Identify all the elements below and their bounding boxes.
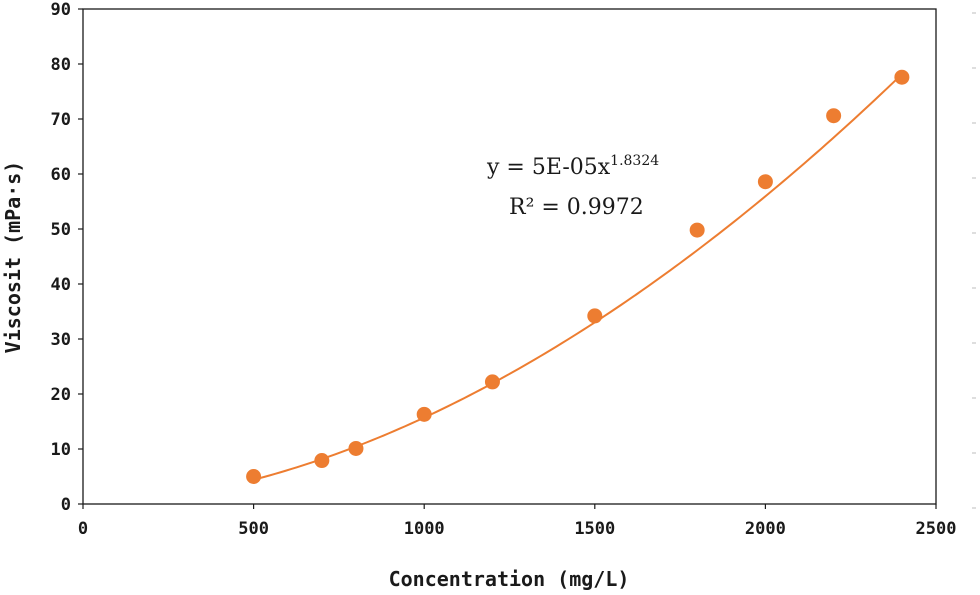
- data-point: [757, 174, 773, 190]
- trendline: [253, 73, 903, 481]
- data-point: [826, 108, 842, 124]
- data-point: [894, 69, 910, 85]
- y-tick-label: 30: [51, 330, 71, 350]
- y-tick-label: 90: [51, 0, 71, 20]
- equation-exponent: 1.8324: [610, 153, 659, 169]
- y-axis-title: Viscosit (mPa·s): [1, 161, 25, 354]
- r-squared-label: R² = 0.9972: [509, 195, 644, 220]
- x-tick-label: 0: [78, 519, 88, 539]
- data-point: [314, 453, 330, 469]
- data-point: [416, 406, 432, 422]
- y-tick-label: 70: [51, 110, 71, 130]
- y-tick-label: 20: [51, 385, 71, 405]
- y-tick-label: 80: [51, 55, 71, 75]
- y-tick-label: 40: [51, 275, 71, 295]
- y-tick-label: 50: [51, 220, 71, 240]
- x-tick-label: 500: [238, 519, 269, 539]
- y-tick-label: 60: [51, 165, 71, 185]
- data-point: [246, 469, 262, 484]
- x-tick-label: 1500: [574, 519, 615, 539]
- data-point: [587, 308, 603, 324]
- plot-area: [82, 8, 937, 505]
- y-tick-label: 0: [61, 495, 71, 515]
- x-axis-title: Concentration (mg/L): [389, 567, 630, 591]
- data-point: [689, 222, 705, 238]
- equation-label: y = 5E-05x1.8324: [486, 153, 659, 180]
- data-point: [348, 440, 364, 456]
- y-tick-label: 10: [51, 440, 71, 460]
- x-tick-label: 2000: [745, 519, 786, 539]
- equation-text: y = 5E-05x: [486, 155, 611, 180]
- x-tick-label: 1000: [404, 519, 445, 539]
- x-tick-label: 2500: [916, 519, 957, 539]
- data-point: [484, 374, 500, 390]
